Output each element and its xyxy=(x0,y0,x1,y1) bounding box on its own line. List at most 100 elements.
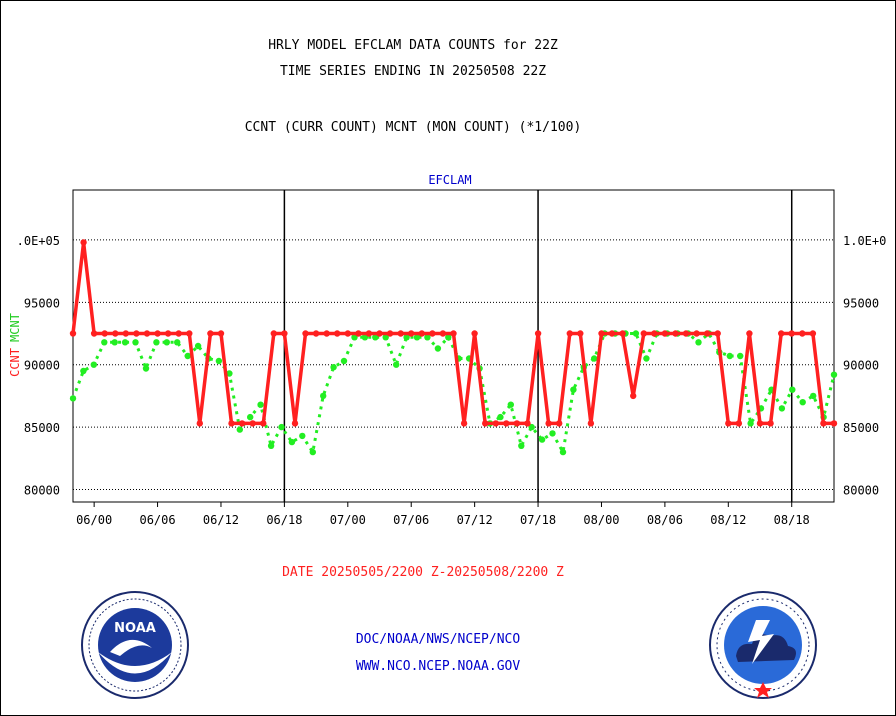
y-tick-label: 80000 xyxy=(24,484,60,498)
data-point-ccnt xyxy=(344,330,351,337)
x-tick-label: 08/12 xyxy=(710,513,746,527)
y-tick-label: 90000 xyxy=(843,359,879,373)
data-point-mcnt xyxy=(726,352,733,360)
data-point-mcnt xyxy=(424,334,431,341)
data-point-mcnt xyxy=(361,334,369,341)
data-point-ccnt xyxy=(164,330,172,337)
data-point-ccnt xyxy=(143,330,151,337)
y-tick-label: 95000 xyxy=(843,296,879,310)
data-point-ccnt xyxy=(746,330,753,337)
data-point-mcnt xyxy=(830,371,838,378)
data-point-mcnt xyxy=(810,392,817,400)
data-point-ccnt xyxy=(260,420,267,427)
date-range-label: DATE 20250505/2200 Z-20250508/2200 Z xyxy=(282,565,564,580)
data-point-ccnt xyxy=(302,330,309,337)
data-point-mcnt xyxy=(226,370,233,377)
data-point-mcnt xyxy=(507,401,514,408)
data-point-ccnt xyxy=(756,420,764,427)
organization-label: DOC/NOAA/NWS/NCEP/NCO xyxy=(355,632,521,647)
plot-area xyxy=(72,189,835,503)
data-point-ccnt xyxy=(217,330,225,337)
data-point-ccnt xyxy=(418,330,425,337)
data-point-mcnt xyxy=(340,357,348,365)
x-tick-label: 06/18 xyxy=(266,513,302,527)
data-point-ccnt xyxy=(281,330,288,337)
data-point-ccnt xyxy=(661,330,669,337)
series-mcnt xyxy=(69,330,838,456)
data-point-mcnt xyxy=(445,334,452,341)
data-point-ccnt xyxy=(386,330,394,337)
x-tick-label: 07/12 xyxy=(457,513,493,527)
data-point-mcnt xyxy=(278,423,285,431)
data-point-ccnt xyxy=(693,330,700,337)
data-point-ccnt xyxy=(460,420,468,427)
data-point-mcnt xyxy=(215,357,223,365)
data-point-ccnt xyxy=(238,420,246,427)
data-point-mcnt xyxy=(434,345,442,352)
data-point-ccnt xyxy=(830,420,838,427)
data-point-ccnt xyxy=(334,330,341,337)
website-link[interactable]: WWW.NCO.NCEP.NOAA.GOV xyxy=(355,659,521,674)
data-point-ccnt xyxy=(778,330,785,337)
data-point-ccnt xyxy=(735,420,743,427)
data-point-ccnt xyxy=(429,330,436,337)
data-point-ccnt xyxy=(630,392,637,400)
data-point-ccnt xyxy=(133,330,140,337)
x-tick-label: 08/06 xyxy=(647,513,683,527)
y-axis-right: 80000 85000 90000 95000 1.0E+0 xyxy=(843,234,886,498)
data-point-ccnt xyxy=(175,330,182,337)
data-point-mcnt xyxy=(288,438,296,446)
x-tick-label: 06/06 xyxy=(139,513,175,527)
data-point-mcnt xyxy=(247,413,254,421)
data-point-ccnt xyxy=(577,330,584,337)
data-point-ccnt xyxy=(90,330,98,337)
data-point-ccnt xyxy=(80,239,87,246)
data-point-mcnt xyxy=(142,365,150,372)
data-point-ccnt xyxy=(408,330,415,337)
data-point-mcnt xyxy=(382,334,389,341)
data-point-ccnt xyxy=(524,420,531,427)
data-point-ccnt xyxy=(101,330,108,337)
data-point-mcnt xyxy=(320,392,327,400)
plot-title: EFCLAM xyxy=(428,173,471,187)
data-point-ccnt xyxy=(492,420,499,427)
data-point-mcnt xyxy=(403,334,410,341)
x-axis: 06/00 06/06 06/12 06/18 07/00 07/06 07/12 07/18… xyxy=(76,502,810,527)
data-point-ccnt xyxy=(513,420,521,427)
data-point-mcnt xyxy=(101,339,108,346)
y-axis-left: 80000 85000 90000 95000 .0E+05 xyxy=(17,234,60,498)
data-point-ccnt xyxy=(619,330,626,337)
data-point-mcnt xyxy=(267,442,275,449)
x-tick-label: 06/12 xyxy=(203,513,239,527)
data-point-mcnt xyxy=(799,399,806,406)
data-point-mcnt xyxy=(174,339,181,346)
series-layer xyxy=(69,239,838,456)
y-tick-label: 80000 xyxy=(843,484,879,498)
data-point-ccnt xyxy=(249,420,256,427)
data-point-ccnt xyxy=(196,420,203,427)
data-point-mcnt xyxy=(538,436,546,443)
data-point-mcnt xyxy=(528,423,535,431)
data-point-mcnt xyxy=(559,448,567,456)
data-point-ccnt xyxy=(439,330,447,337)
data-point-ccnt xyxy=(725,420,732,427)
data-point-ccnt xyxy=(640,330,647,337)
data-point-mcnt xyxy=(236,426,243,433)
data-point-mcnt xyxy=(90,361,98,368)
data-point-mcnt xyxy=(789,386,796,393)
data-point-mcnt xyxy=(393,361,400,368)
data-point-mcnt xyxy=(194,342,202,350)
data-point-mcnt xyxy=(309,448,316,456)
data-point-ccnt xyxy=(587,420,595,427)
data-point-ccnt xyxy=(714,330,721,337)
chart-title-line-1: HRLY MODEL EFCLAM DATA COUNTS for 22Z xyxy=(268,38,558,53)
data-point-ccnt xyxy=(556,420,563,427)
data-point-ccnt xyxy=(598,330,605,337)
data-point-mcnt xyxy=(163,339,170,346)
svg-text:NOAA: NOAA xyxy=(114,621,156,636)
data-point-ccnt xyxy=(534,330,542,337)
y-tick-label: 90000 xyxy=(24,359,60,373)
data-point-mcnt xyxy=(299,432,306,440)
data-point-mcnt xyxy=(184,352,191,360)
